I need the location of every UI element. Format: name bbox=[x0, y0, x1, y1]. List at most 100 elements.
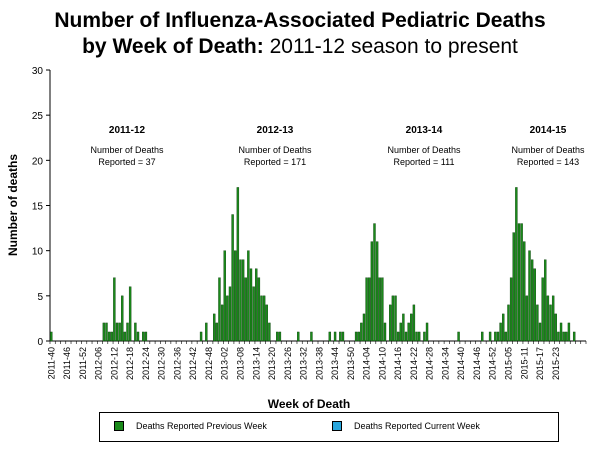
bar bbox=[399, 322, 402, 342]
bar bbox=[404, 331, 408, 342]
bar bbox=[509, 277, 513, 342]
bar bbox=[410, 313, 413, 342]
x-tick-label: 2015-17 bbox=[535, 347, 545, 380]
bar bbox=[115, 322, 119, 342]
y-tick-label: 5 bbox=[37, 292, 43, 303]
deaths-count-label: Number of Deaths bbox=[387, 145, 461, 155]
bar bbox=[533, 268, 536, 342]
chart-title-rest: 2011-12 season to present bbox=[263, 35, 518, 58]
bar bbox=[378, 277, 381, 342]
bar bbox=[551, 295, 555, 342]
bar bbox=[136, 331, 140, 342]
bar bbox=[339, 331, 342, 342]
x-tick-label: 2011-40 bbox=[46, 347, 56, 379]
bar bbox=[538, 322, 542, 342]
x-tick-label: 2012-42 bbox=[188, 347, 198, 380]
y-tick-label: 0 bbox=[37, 337, 43, 348]
bar bbox=[544, 259, 547, 342]
x-tick-label: 2013-02 bbox=[220, 347, 230, 380]
bar bbox=[220, 304, 224, 342]
x-tick-label: 2011-52 bbox=[78, 347, 88, 379]
bar bbox=[215, 322, 219, 342]
bar bbox=[255, 268, 258, 342]
x-tick-label: 2013-26 bbox=[283, 347, 293, 380]
bar bbox=[520, 223, 523, 342]
bar bbox=[412, 304, 416, 342]
deaths-count-label: Number of Deaths bbox=[511, 145, 585, 155]
bar bbox=[276, 331, 279, 342]
season-label: 2014-15 bbox=[530, 125, 567, 136]
bar bbox=[213, 313, 216, 342]
bar bbox=[572, 331, 576, 342]
x-tick-label: 2012-30 bbox=[157, 347, 167, 380]
chart-title-line1: Number of Influenza-Associated Pediatric… bbox=[54, 9, 546, 32]
bar bbox=[499, 322, 502, 342]
x-tick-label: 2011-46 bbox=[62, 347, 72, 379]
bar bbox=[105, 322, 108, 342]
x-tick-label: 2013-32 bbox=[299, 347, 309, 380]
bar bbox=[262, 295, 266, 342]
bar bbox=[134, 322, 137, 342]
x-tick-label: 2012-06 bbox=[94, 347, 104, 380]
y-tick-label: 15 bbox=[32, 202, 44, 213]
bar bbox=[541, 277, 544, 342]
x-tick-label: 2014-46 bbox=[472, 347, 482, 380]
bar bbox=[362, 313, 366, 342]
x-tick-label: 2014-10 bbox=[377, 347, 387, 380]
bar bbox=[373, 223, 376, 342]
x-tick-label: 2012-12 bbox=[109, 347, 119, 380]
legend-item-previous: Deaths Reported Previous Week bbox=[114, 421, 267, 431]
bar bbox=[557, 331, 560, 342]
x-tick-label: 2013-20 bbox=[267, 347, 277, 380]
deaths-count-value: Reported = 171 bbox=[244, 157, 306, 167]
bar bbox=[375, 241, 379, 342]
bar bbox=[144, 331, 148, 342]
x-tick-label: 2015-05 bbox=[503, 347, 513, 380]
deaths-count-value: Reported = 111 bbox=[394, 157, 455, 167]
bar bbox=[236, 187, 240, 342]
chart-title-line2: by Week of Death: 2011-12 season to pres… bbox=[0, 34, 600, 60]
bar bbox=[389, 304, 392, 342]
y-tick-label: 25 bbox=[32, 111, 44, 122]
x-tick-label: 2013-50 bbox=[346, 347, 356, 380]
bar bbox=[517, 223, 521, 342]
bar bbox=[370, 241, 374, 342]
bar bbox=[223, 250, 226, 342]
bar bbox=[488, 331, 492, 342]
x-tick-label: 2012-18 bbox=[125, 347, 135, 380]
x-tick-label: 2013-14 bbox=[251, 347, 261, 380]
bar bbox=[425, 322, 429, 342]
bar bbox=[113, 277, 116, 342]
bar bbox=[496, 331, 500, 342]
bar bbox=[549, 304, 552, 342]
bar bbox=[417, 331, 421, 342]
y-tick-label: 10 bbox=[32, 247, 44, 258]
bar bbox=[536, 304, 539, 342]
bar bbox=[118, 322, 121, 342]
bar bbox=[528, 250, 531, 342]
y-axis-label: Number of deaths bbox=[6, 154, 20, 256]
bar bbox=[205, 322, 208, 342]
bar bbox=[126, 322, 129, 342]
bar bbox=[260, 295, 263, 342]
bar bbox=[231, 214, 234, 342]
bar bbox=[128, 286, 132, 342]
x-tick-label: 2013-44 bbox=[330, 347, 340, 380]
bar bbox=[381, 277, 384, 342]
season-label: 2011-12 bbox=[109, 125, 146, 136]
bar bbox=[265, 304, 268, 342]
bar bbox=[239, 259, 242, 342]
bar bbox=[257, 277, 261, 342]
bar bbox=[407, 322, 410, 342]
bar bbox=[278, 331, 282, 342]
bar bbox=[357, 331, 360, 342]
bar bbox=[423, 331, 426, 342]
bar bbox=[383, 322, 387, 342]
bar bbox=[457, 331, 460, 342]
bar bbox=[252, 286, 255, 342]
bar bbox=[310, 331, 313, 342]
bar bbox=[199, 331, 203, 342]
x-tick-label: 2015-23 bbox=[551, 347, 561, 380]
x-tick-label: 2013-08 bbox=[235, 347, 245, 380]
x-tick-label: 2014-34 bbox=[440, 347, 450, 380]
